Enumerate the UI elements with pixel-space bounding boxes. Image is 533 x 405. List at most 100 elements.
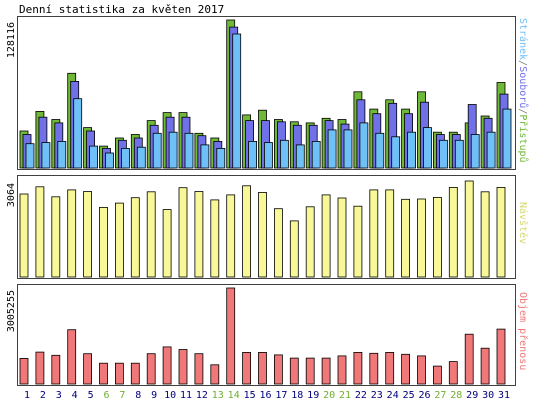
- y-max-label-visits: 3064: [6, 183, 17, 207]
- bar-stranek-1: [25, 143, 35, 169]
- bar-navstev-23: [369, 189, 379, 278]
- x-tick-label-20: 20: [323, 390, 335, 401]
- bar-stranek-22: [359, 122, 369, 169]
- bar-navstev-8: [130, 197, 140, 278]
- bar-stranek-24: [391, 136, 401, 169]
- y-max-label-traffic: 3005255: [6, 290, 17, 332]
- bar-navstev-7: [115, 202, 124, 278]
- bar-objem-prenosu-11: [178, 349, 188, 385]
- x-tick-label-15: 15: [244, 390, 256, 401]
- x-tick-label-3: 3: [56, 390, 62, 401]
- bar-objem-prenosu-15: [242, 351, 252, 385]
- bar-navstev-29: [464, 180, 474, 278]
- x-tick-label-1: 1: [24, 390, 30, 401]
- bar-stranek-13: [216, 147, 226, 169]
- bar-stranek-27: [438, 139, 448, 169]
- legend-navstev: Návštěv: [517, 202, 529, 244]
- bar-stranek-16: [264, 142, 273, 169]
- bar-stranek-18: [295, 144, 305, 169]
- bar-navstev-24: [385, 189, 395, 278]
- x-tick-label-21: 21: [339, 390, 351, 401]
- bar-layer: [19, 19, 512, 385]
- bar-objem-prenosu-22: [353, 351, 363, 385]
- x-tick-layer: 1 2 3 4 5 6 7 8 9 10 11 12 13 14 15 16 17 18 19 20 21 22 23 24 2…: [24, 390, 510, 401]
- x-tick-label-24: 24: [387, 390, 399, 401]
- bar-navstev-3: [51, 196, 61, 278]
- bar-navstev-16: [258, 191, 267, 278]
- x-tick-label-17: 17: [275, 390, 287, 401]
- bar-objem-prenosu-14: [226, 287, 236, 385]
- bar-navstev-25: [401, 198, 411, 278]
- bar-stranek-6: [105, 152, 114, 169]
- x-tick-label-23: 23: [371, 390, 383, 401]
- bar-stranek-8: [136, 146, 146, 169]
- bar-objem-prenosu-29: [464, 333, 474, 385]
- legend-traffic: Objem přenosu: [517, 292, 529, 370]
- bar-objem-prenosu-9: [146, 353, 156, 385]
- bar-objem-prenosu-30: [480, 347, 490, 385]
- bar-navstev-5: [83, 191, 92, 278]
- bar-stranek-30: [486, 131, 496, 169]
- legend-separator: /: [517, 108, 528, 114]
- x-tick-label-2: 2: [40, 390, 46, 401]
- bar-objem-prenosu-13: [210, 364, 220, 385]
- x-tick-label-28: 28: [450, 390, 462, 401]
- bar-navstev-19: [305, 206, 315, 278]
- bar-navstev-20: [321, 194, 331, 278]
- bar-objem-prenosu-17: [273, 354, 283, 385]
- x-tick-label-12: 12: [196, 390, 208, 401]
- bar-stranek-12: [200, 144, 210, 169]
- bar-stranek-28: [454, 139, 464, 169]
- bar-objem-prenosu-5: [83, 353, 92, 385]
- bar-navstev-11: [178, 187, 188, 278]
- bar-stranek-21: [343, 129, 353, 169]
- bar-stranek-4: [73, 98, 83, 169]
- bar-stranek-3: [57, 140, 67, 169]
- bar-stranek-26: [423, 127, 432, 169]
- x-tick-label-9: 9: [151, 390, 157, 401]
- bar-navstev-2: [35, 186, 45, 278]
- bar-objem-prenosu-16: [258, 351, 267, 385]
- legend-visits: Návštěv: [517, 202, 529, 244]
- bar-objem-prenosu-31: [496, 328, 506, 385]
- x-tick-label-18: 18: [291, 390, 303, 401]
- bar-navstev-12: [194, 191, 204, 278]
- bar-stranek-20: [327, 129, 337, 169]
- bar-stranek-5: [89, 145, 98, 169]
- bar-stranek-19: [311, 140, 321, 169]
- bar-navstev-1: [19, 193, 29, 278]
- bar-objem-prenosu-21: [337, 355, 347, 385]
- legend-objem: Objem přenosu: [517, 292, 529, 370]
- x-tick-label-26: 26: [418, 390, 430, 401]
- bar-objem-prenosu-19: [305, 357, 315, 385]
- legend-souboru: Souborů: [517, 66, 529, 108]
- y-max-label-hits-files-pages: 128116: [6, 22, 17, 58]
- bar-navstev-9: [146, 191, 156, 278]
- x-tick-label-22: 22: [355, 390, 367, 401]
- bar-stranek-29: [470, 134, 480, 169]
- bar-stranek-14: [232, 33, 242, 169]
- x-tick-label-7: 7: [119, 390, 125, 401]
- bar-objem-prenosu-25: [401, 353, 411, 385]
- x-tick-label-6: 6: [103, 390, 109, 401]
- bar-stranek-25: [407, 131, 417, 169]
- bar-stranek-10: [168, 131, 178, 169]
- x-tick-label-13: 13: [212, 390, 224, 401]
- bar-navstev-31: [496, 186, 506, 278]
- bar-objem-prenosu-7: [115, 362, 124, 385]
- bar-objem-prenosu-20: [321, 357, 331, 385]
- bar-stranek-31: [502, 108, 512, 169]
- legend-stranek: Stránek: [517, 18, 529, 60]
- legend-separator: /: [517, 60, 528, 66]
- bar-objem-prenosu-28: [448, 361, 458, 385]
- bar-objem-prenosu-18: [289, 357, 299, 385]
- x-tick-label-8: 8: [135, 390, 141, 401]
- bar-objem-prenosu-26: [417, 355, 426, 385]
- bar-navstev-10: [162, 209, 172, 278]
- bar-navstev-18: [289, 220, 299, 278]
- bar-navstev-21: [337, 197, 347, 278]
- x-tick-label-14: 14: [228, 390, 240, 401]
